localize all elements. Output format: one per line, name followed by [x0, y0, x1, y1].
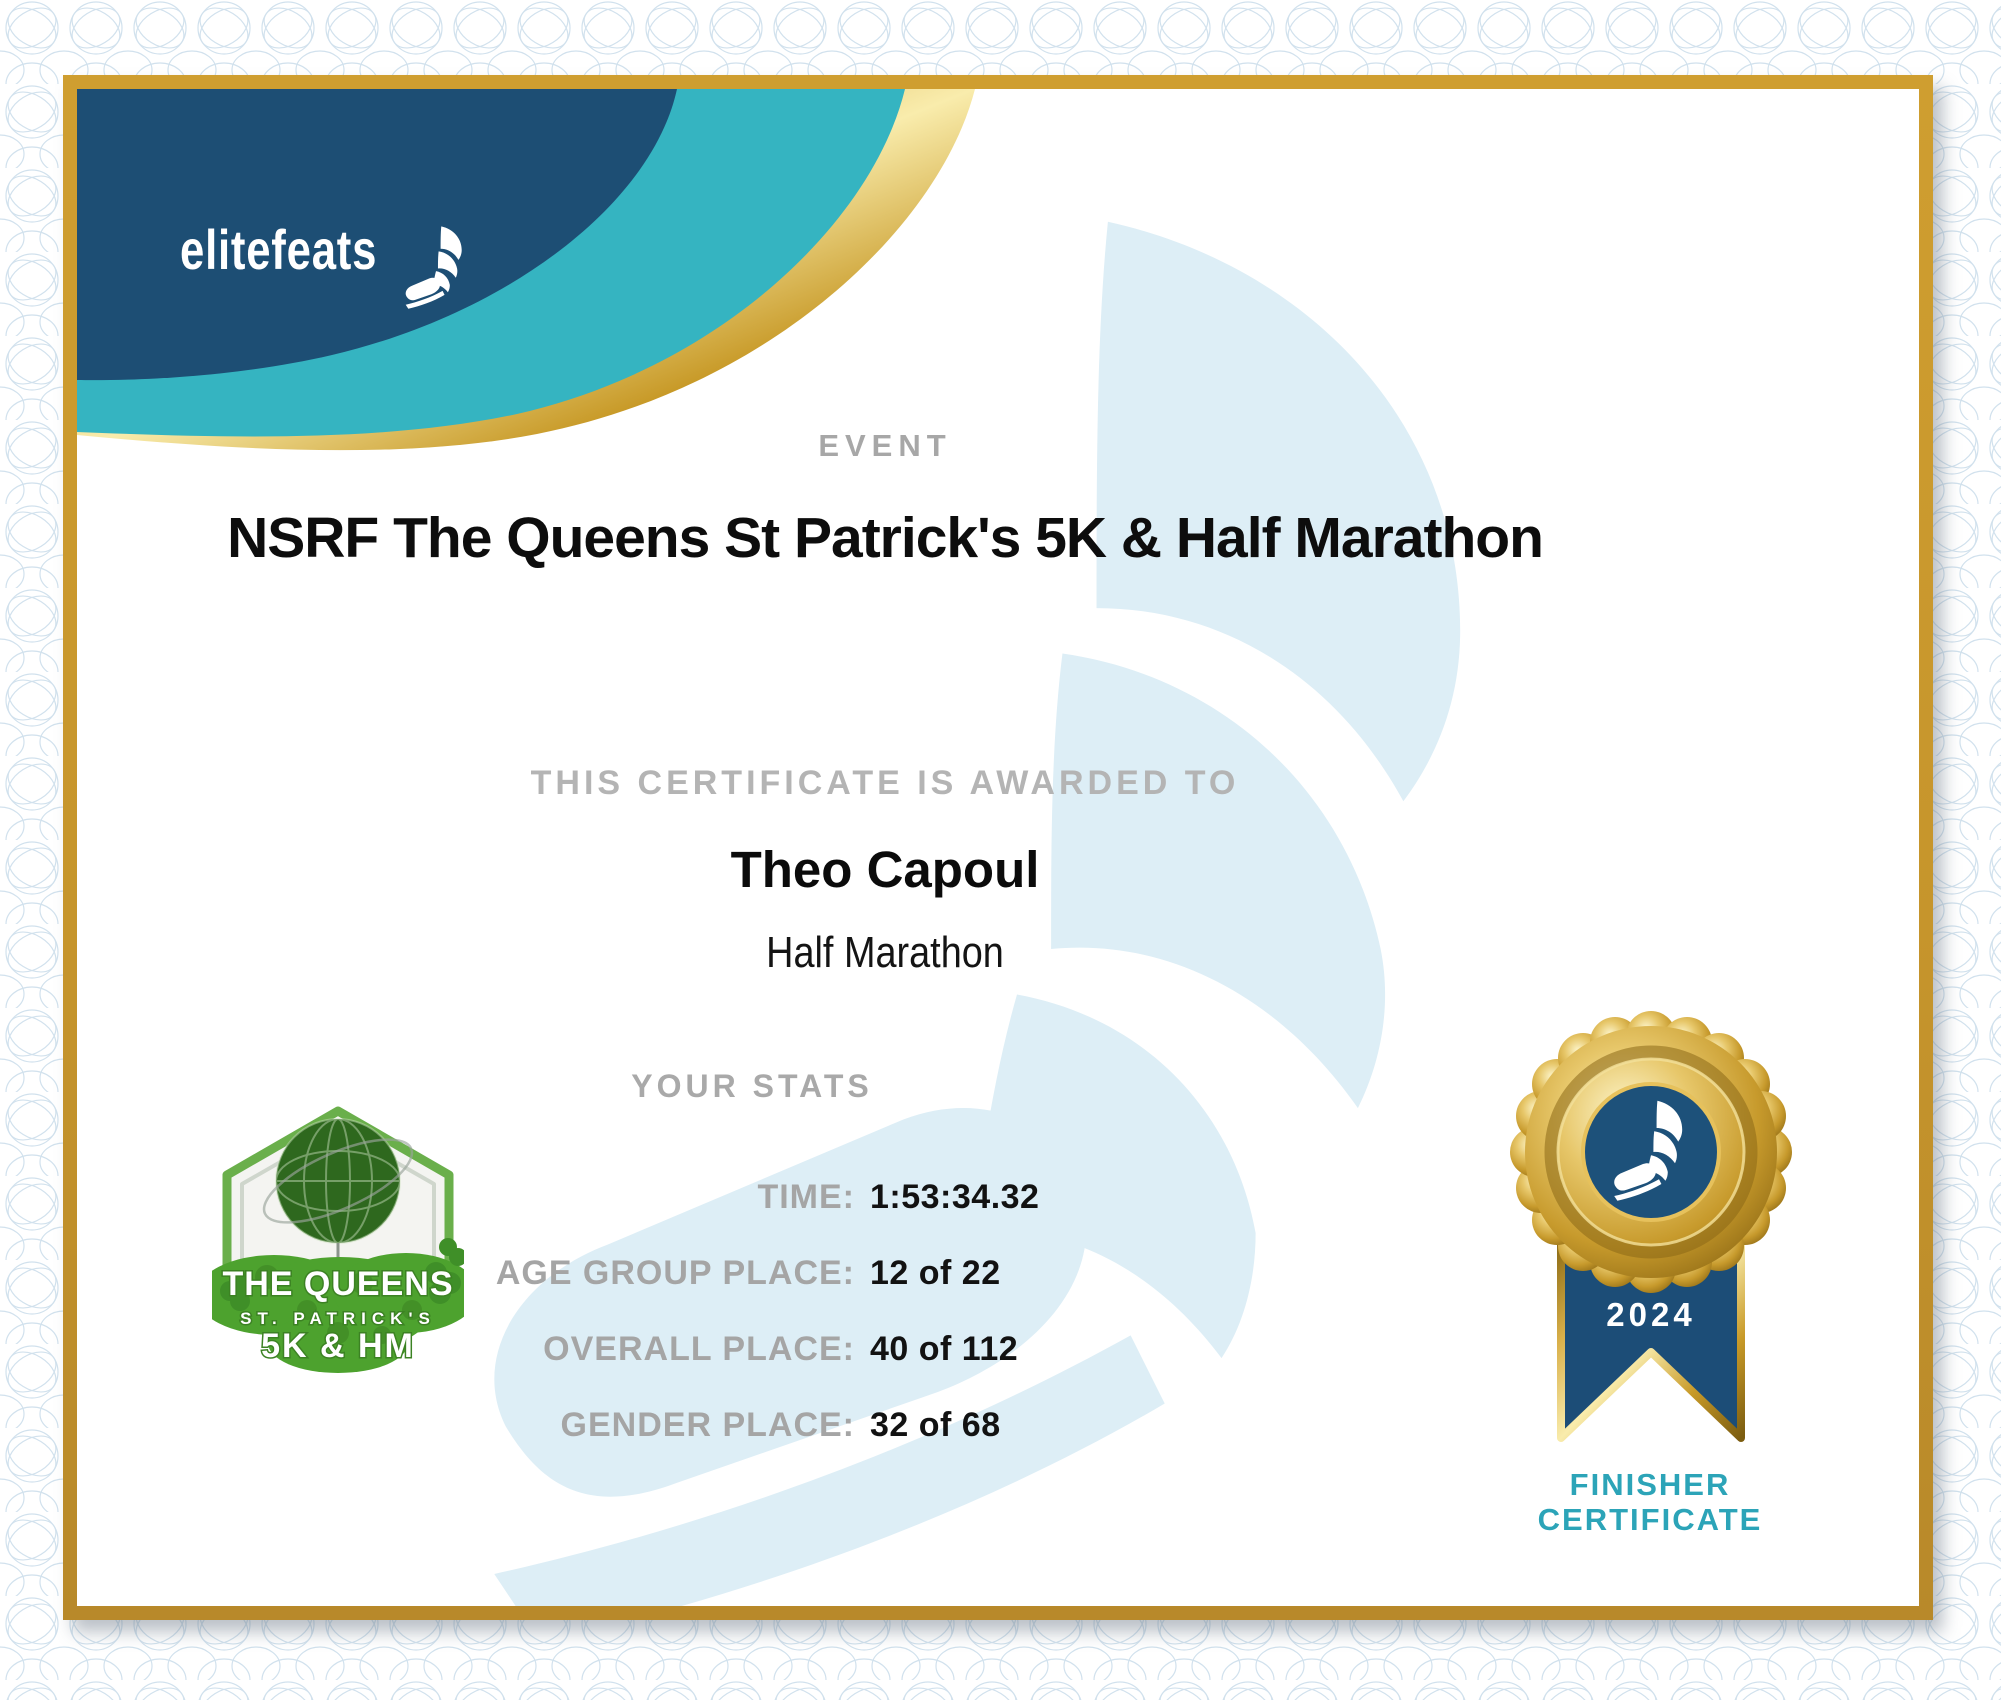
- division-name: Half Marathon: [766, 928, 1004, 977]
- stat-row-age-group-place: AGE GROUP PLACE: 12 of 22: [178, 1254, 1592, 1296]
- stat-value: 32 of 68: [870, 1406, 1001, 1444]
- awarded-label: THIS CERTIFICATE IS AWARDED TO: [530, 764, 1240, 802]
- blue-curve: [77, 89, 677, 381]
- stats-block: TIME: 1:53:34.32 AGE GROUP PLACE: 12 of …: [178, 1178, 1592, 1482]
- event-logo-line1: THE QUEENS: [222, 1265, 453, 1303]
- stat-label: AGE GROUP PLACE:: [495, 1254, 855, 1292]
- shamrock-icon: [220, 1238, 464, 1311]
- stat-label: GENDER PLACE:: [560, 1406, 855, 1444]
- event-logo-badge: THE QUEENS ST. PATRICK'S 5K & HM: [212, 1106, 464, 1373]
- finisher-caption-line1: FINISHER: [1569, 1467, 1731, 1502]
- event-logo-line3: 5K & HM: [261, 1327, 415, 1365]
- brand-logo: elitefeats: [180, 217, 433, 327]
- finisher-caption: FINISHER CERTIFICATE: [1495, 1467, 1805, 1537]
- stat-value: 40 of 112: [870, 1330, 1019, 1368]
- stats-title: YOUR STATS: [631, 1068, 873, 1104]
- event-logo-line2: ST. PATRICK'S: [240, 1309, 436, 1328]
- header-decorative-curves: [77, 89, 975, 451]
- stat-value: 12 of 22: [870, 1254, 1001, 1292]
- event-title: NSRF The Queens St Patrick's 5K & Half M…: [227, 506, 1544, 570]
- runner-name: Theo Capoul: [730, 841, 1040, 898]
- stat-row-gender-place: GENDER PLACE: 32 of 68: [178, 1406, 1592, 1448]
- stat-label: TIME:: [757, 1178, 855, 1216]
- medal-rosette: [1510, 1011, 1792, 1293]
- stat-value: 1:53:34.32: [870, 1178, 1040, 1216]
- certificate-body: elitefeats EVENT NSRF The Queens St Patr…: [77, 89, 1919, 1606]
- finisher-caption-line2: CERTIFICATE: [1537, 1501, 1763, 1537]
- stat-row-time: TIME: 1:53:34.32: [178, 1178, 1592, 1220]
- stat-label: OVERALL PLACE:: [543, 1330, 855, 1368]
- winged-foot-icon: [403, 225, 469, 312]
- medal-year: 2024: [1606, 1296, 1696, 1333]
- stat-row-overall-place: OVERALL PLACE: 40 of 112: [178, 1330, 1592, 1372]
- brand-logo-text: elitefeats: [180, 218, 378, 281]
- finisher-medal: [1510, 1011, 1792, 1442]
- event-label: EVENT: [818, 428, 952, 463]
